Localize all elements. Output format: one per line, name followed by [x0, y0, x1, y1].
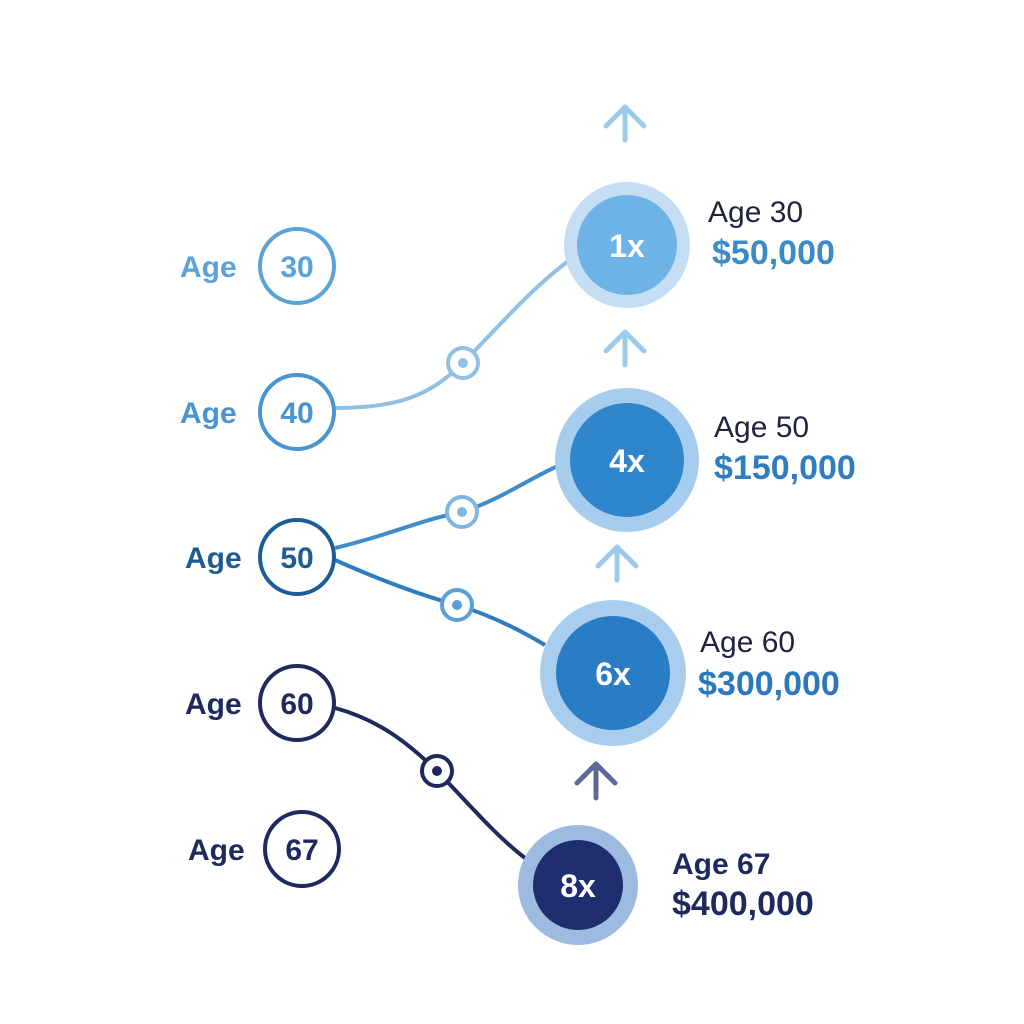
connector-dot-center — [457, 507, 467, 517]
arrow-up-icon — [574, 761, 618, 801]
age-label: Age — [185, 542, 242, 575]
milestone-amount: $150,000 — [714, 449, 856, 487]
age-value: 30 — [280, 251, 313, 284]
milestone-amount: $50,000 — [712, 234, 835, 272]
milestone-age: Age 60 — [700, 626, 795, 659]
milestone-core — [577, 195, 677, 295]
milestone-node: 8x Age 67 $400,000 — [518, 825, 814, 945]
left-nodes: Age 30 Age 40 Age 50 Age 60 Age 67 — [180, 227, 341, 888]
arrow-up-icon — [603, 329, 647, 368]
connector-dot-center — [458, 358, 468, 368]
age-value: 60 — [280, 688, 313, 721]
age-label: Age — [180, 251, 237, 284]
milestone-core — [570, 403, 684, 517]
milestone-amount: $300,000 — [698, 665, 840, 703]
age-label: Age — [185, 688, 242, 721]
age-node: Age 50 — [185, 518, 336, 596]
right-nodes: 1x Age 30 $50,000 4x Age 50 $150,000 6x Age 60 $… — [518, 182, 856, 945]
age-node: Age 40 — [180, 373, 336, 451]
milestone-amount: $400,000 — [672, 885, 814, 923]
age-label: Age — [180, 397, 237, 430]
age-circle — [263, 810, 341, 888]
connector-age50-6x — [334, 558, 547, 647]
milestone-core — [556, 616, 670, 730]
connector-dot-center — [432, 766, 442, 776]
milestone-node: 6x Age 60 $300,000 — [540, 600, 840, 746]
milestone-core — [533, 840, 623, 930]
age-circle — [258, 227, 336, 305]
age-label: Age — [188, 834, 245, 867]
milestone-age: Age 67 — [672, 848, 770, 881]
age-node: Age 60 — [185, 664, 336, 742]
milestone-node: 1x Age 30 $50,000 — [564, 182, 835, 308]
multiplier-label: 1x — [609, 228, 645, 264]
age-node: Age 30 — [180, 227, 336, 305]
age-circle — [258, 518, 336, 596]
connector-age40-1x — [334, 260, 569, 410]
multiplier-label: 4x — [609, 443, 645, 479]
age-node: Age 67 — [188, 810, 341, 888]
milestone-node: 4x Age 50 $150,000 — [555, 388, 856, 532]
connector-dot-center — [452, 600, 462, 610]
age-value: 50 — [280, 542, 313, 575]
age-circle — [258, 373, 336, 451]
multiplier-label: 6x — [595, 656, 631, 692]
age-value: 67 — [285, 834, 318, 867]
arrow-up-icon — [595, 544, 639, 583]
multiplier-label: 8x — [560, 868, 596, 904]
age-value: 40 — [280, 397, 313, 430]
milestone-age: Age 30 — [708, 196, 803, 229]
age-circle — [258, 664, 336, 742]
arrow-up-icon — [603, 104, 647, 143]
milestone-age: Age 50 — [714, 411, 809, 444]
